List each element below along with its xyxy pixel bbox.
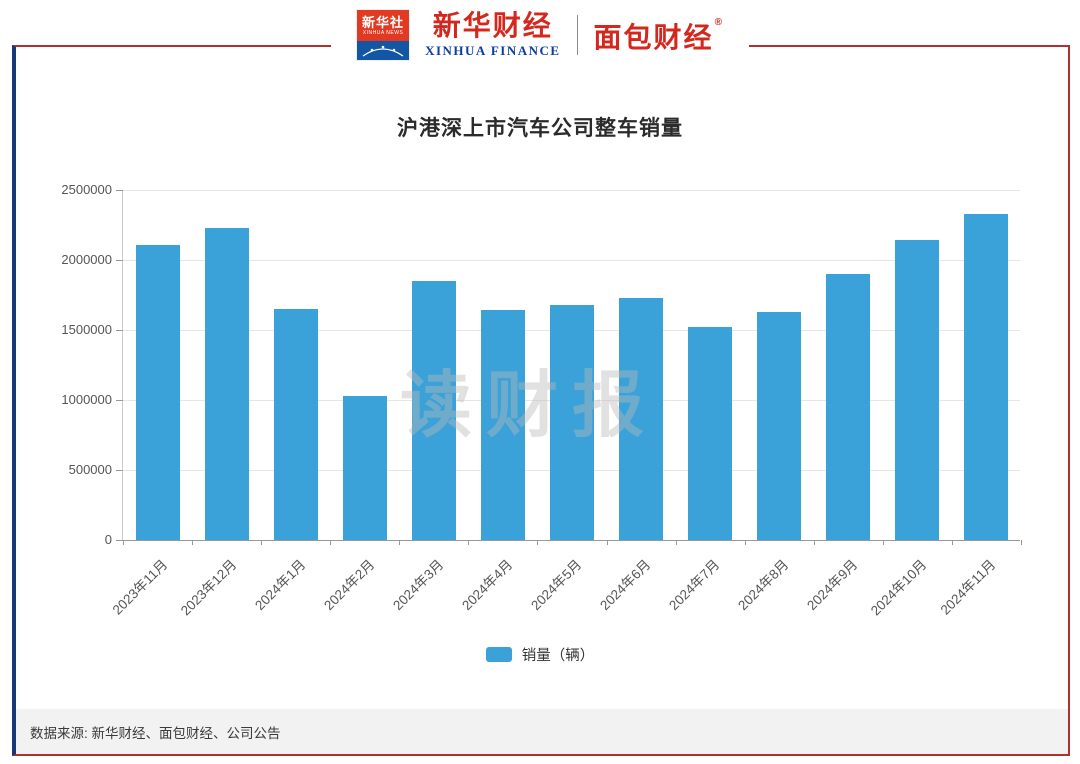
legend-item-sales[interactable]: 销量（辆）	[0, 644, 1080, 665]
x-axis-tick	[123, 540, 124, 545]
y-axis-tick-label: 2000000	[61, 252, 112, 267]
header: 新华社 XINHUA NEWS 新华财经 XINHUA FINANCE	[0, 0, 1080, 66]
header-separator	[576, 15, 578, 55]
gridline	[123, 190, 1020, 191]
globe-icon	[357, 41, 410, 60]
registered-trademark-icon: ®	[714, 16, 724, 28]
bar-2024年10月[interactable]	[895, 240, 940, 540]
y-axis-tick	[116, 470, 123, 471]
x-axis-tick	[606, 540, 608, 545]
x-axis-tick	[537, 540, 539, 545]
y-axis-labels: 0 500000 1000000 1500000 2000000 2500000	[0, 182, 112, 547]
bar-2024年11月[interactable]	[964, 213, 1009, 540]
bar-2024年2月[interactable]	[342, 395, 387, 540]
x-axis-tick	[468, 540, 470, 545]
x-axis-labels: 2023年11月 2023年12月 2024年1月 2024年2月 2024年3月 202…	[109, 550, 1020, 650]
y-axis-tick-label: 1000000	[61, 392, 112, 407]
x-axis-tick	[330, 540, 332, 545]
bread-finance-cn-label: 面包财经	[593, 22, 714, 53]
x-axis-tick	[1021, 540, 1022, 545]
bar-2024年7月[interactable]	[688, 327, 733, 540]
y-axis-tick	[116, 400, 123, 401]
chart-title: 沪港深上市汽车公司整车销量	[397, 117, 683, 140]
xinhua-news-agency-logo: 新华社 XINHUA NEWS	[357, 10, 410, 60]
x-axis-tick	[675, 540, 677, 545]
y-axis-tick	[116, 330, 123, 331]
y-axis-tick	[116, 260, 123, 261]
x-axis-tick	[744, 540, 746, 545]
footer: 数据来源: 新华财经、面包财经、公司公告	[16, 709, 1068, 754]
bar-2024年5月[interactable]	[550, 304, 594, 540]
y-axis-tick-label: 0	[104, 532, 112, 547]
xinhua-finance-en-label: XINHUA FINANCE	[425, 43, 561, 58]
bar-2024年6月[interactable]	[619, 297, 664, 540]
legend-swatch[interactable]	[485, 647, 512, 662]
bar-2024年3月[interactable]	[411, 281, 456, 540]
xinhua-finance-logo: 新华财经 XINHUA FINANCE	[425, 11, 561, 58]
y-axis-tick-label: 1500000	[61, 322, 112, 337]
bread-finance-logo: 面包财经®	[593, 16, 724, 53]
xinhua-news-en-label: XINHUA NEWS	[362, 29, 404, 36]
y-axis-tick	[116, 540, 123, 541]
x-axis-tick	[192, 540, 194, 545]
x-axis-tick	[261, 540, 263, 545]
xinhua-news-cn-label: 新华社	[362, 14, 405, 30]
y-axis-tick-label: 500000	[68, 462, 112, 477]
header-logos: 新华社 XINHUA NEWS 新华财经 XINHUA FINANCE	[331, 0, 749, 66]
bar-2024年8月[interactable]	[757, 311, 802, 540]
xinhua-news-logo-text: 新华社 XINHUA NEWS	[357, 10, 410, 41]
gridline	[123, 260, 1020, 261]
bar-2024年9月[interactable]	[826, 274, 871, 540]
xinhua-finance-cn-label: 新华财经	[432, 11, 553, 42]
x-axis-tick	[813, 540, 815, 545]
bar-2023年12月[interactable]	[204, 227, 249, 540]
bar-2023年11月[interactable]	[135, 244, 180, 540]
data-source-text: 数据来源: 新华财经、面包财经、公司公告	[30, 725, 281, 741]
bar-2024年4月[interactable]	[480, 310, 525, 540]
x-axis-tick	[951, 540, 953, 545]
y-axis-tick-label: 2500000	[61, 182, 112, 197]
x-axis-line	[123, 540, 1020, 541]
x-axis-tick	[882, 540, 884, 545]
plot-area	[116, 190, 1022, 545]
bar-2024年1月[interactable]	[273, 309, 318, 540]
legend-label: 销量（辆）	[521, 648, 595, 664]
y-axis-tick	[116, 190, 123, 191]
x-axis-tick	[399, 540, 401, 545]
